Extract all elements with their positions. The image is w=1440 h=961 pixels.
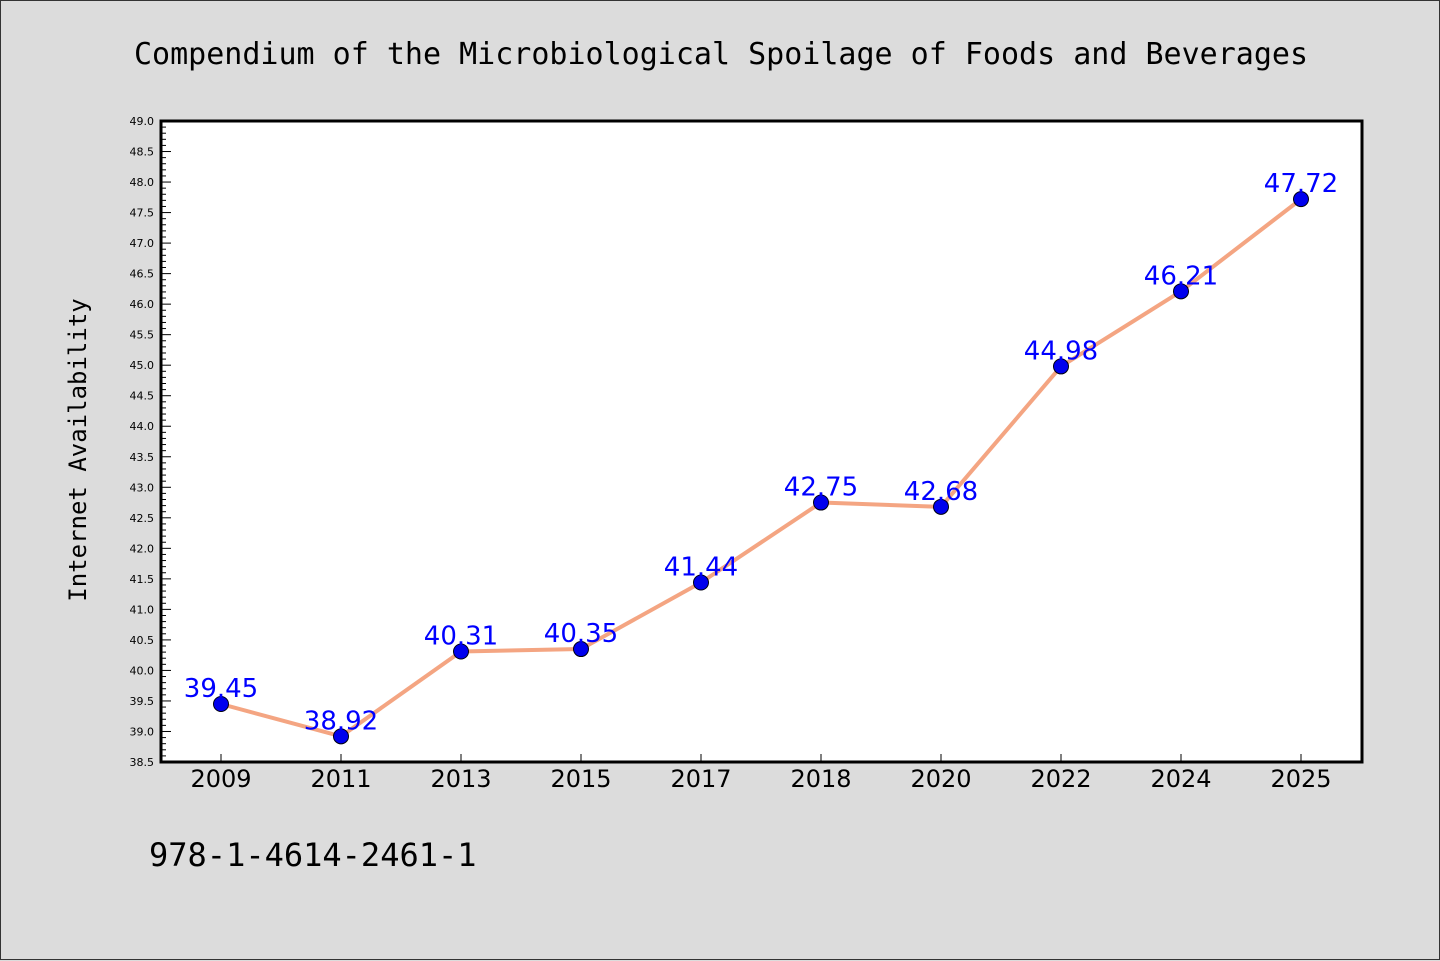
data-point [693, 574, 709, 591]
data-label: 39.45 [184, 674, 258, 704]
y-tick-label: 44.5 [130, 390, 155, 403]
data-point [453, 643, 469, 660]
y-tick-label: 42.0 [130, 542, 155, 555]
y-tick-label: 43.5 [130, 451, 155, 464]
data-point [213, 696, 229, 713]
x-tick-label: 2017 [670, 765, 731, 793]
x-tick-label: 2025 [1270, 765, 1331, 793]
x-tick-label: 2009 [190, 765, 251, 793]
chart-title: Compendium of the Microbiological Spoila… [134, 37, 1308, 72]
y-tick-label: 47.5 [130, 207, 155, 220]
plot-border [159, 119, 1364, 764]
series-line [220, 197, 1303, 739]
data-label: 46.21 [1144, 261, 1218, 291]
data-point [813, 494, 829, 511]
y-tick-label: 44.0 [130, 420, 155, 433]
y-tick-label: 42.5 [130, 512, 155, 525]
y-tick-label: 41.5 [130, 573, 155, 586]
data-point [333, 728, 349, 745]
x-tick-label: 2013 [430, 765, 491, 793]
y-tick-label: 48.0 [130, 176, 155, 189]
y-tick-label: 43.0 [130, 481, 155, 494]
data-label: 40.35 [544, 619, 618, 649]
data-label: 47.72 [1264, 169, 1338, 199]
y-tick-label: 41.0 [130, 603, 155, 616]
plot-area [161, 121, 1362, 762]
data-point [1173, 283, 1189, 300]
y-tick-label: 39.5 [130, 695, 155, 708]
data-markers [213, 191, 1309, 745]
data-point [1293, 191, 1309, 208]
y-tick-label: 48.5 [130, 146, 155, 159]
y-tick-label: 45.5 [130, 329, 155, 342]
footer-id: 978-1-4614-2461-1 [149, 836, 477, 874]
x-tick-label: 2024 [1150, 765, 1211, 793]
data-labels: 39.45 38.92 40.31 40.35 41.44 42.75 42.68 44.98… [184, 169, 1338, 736]
y-tick-label: 49.0 [130, 115, 155, 128]
x-tick-label: 2018 [790, 765, 851, 793]
y-tick-label: 40.5 [130, 634, 155, 647]
y-tick-label: 46.0 [130, 298, 155, 311]
y-axis-label: Internet Availability [64, 298, 92, 601]
data-point [1053, 358, 1069, 375]
data-label: 42.68 [904, 477, 978, 507]
data-label: 42.75 [784, 473, 858, 503]
data-point [573, 641, 589, 658]
x-tick-label: 2011 [310, 765, 371, 793]
data-point [933, 498, 949, 515]
x-tick-label: 2015 [550, 765, 611, 793]
data-label: 44.98 [1024, 336, 1098, 366]
x-axis-ticks: 2009 2011 2013 2015 2017 2018 2020 2022 2024 2025 [190, 754, 1332, 793]
y-tick-label: 47.0 [130, 237, 155, 250]
data-label: 41.44 [664, 553, 738, 583]
data-label: 38.92 [304, 706, 378, 736]
x-tick-label: 2020 [910, 765, 971, 793]
y-tick-label: 38.5 [130, 756, 155, 769]
y-tick-label: 46.5 [130, 268, 155, 281]
y-tick-label: 40.0 [130, 664, 155, 677]
y-tick-label: 39.0 [130, 725, 155, 738]
data-label: 40.31 [424, 622, 498, 652]
x-tick-label: 2022 [1030, 765, 1091, 793]
y-tick-label: 45.0 [130, 359, 155, 372]
